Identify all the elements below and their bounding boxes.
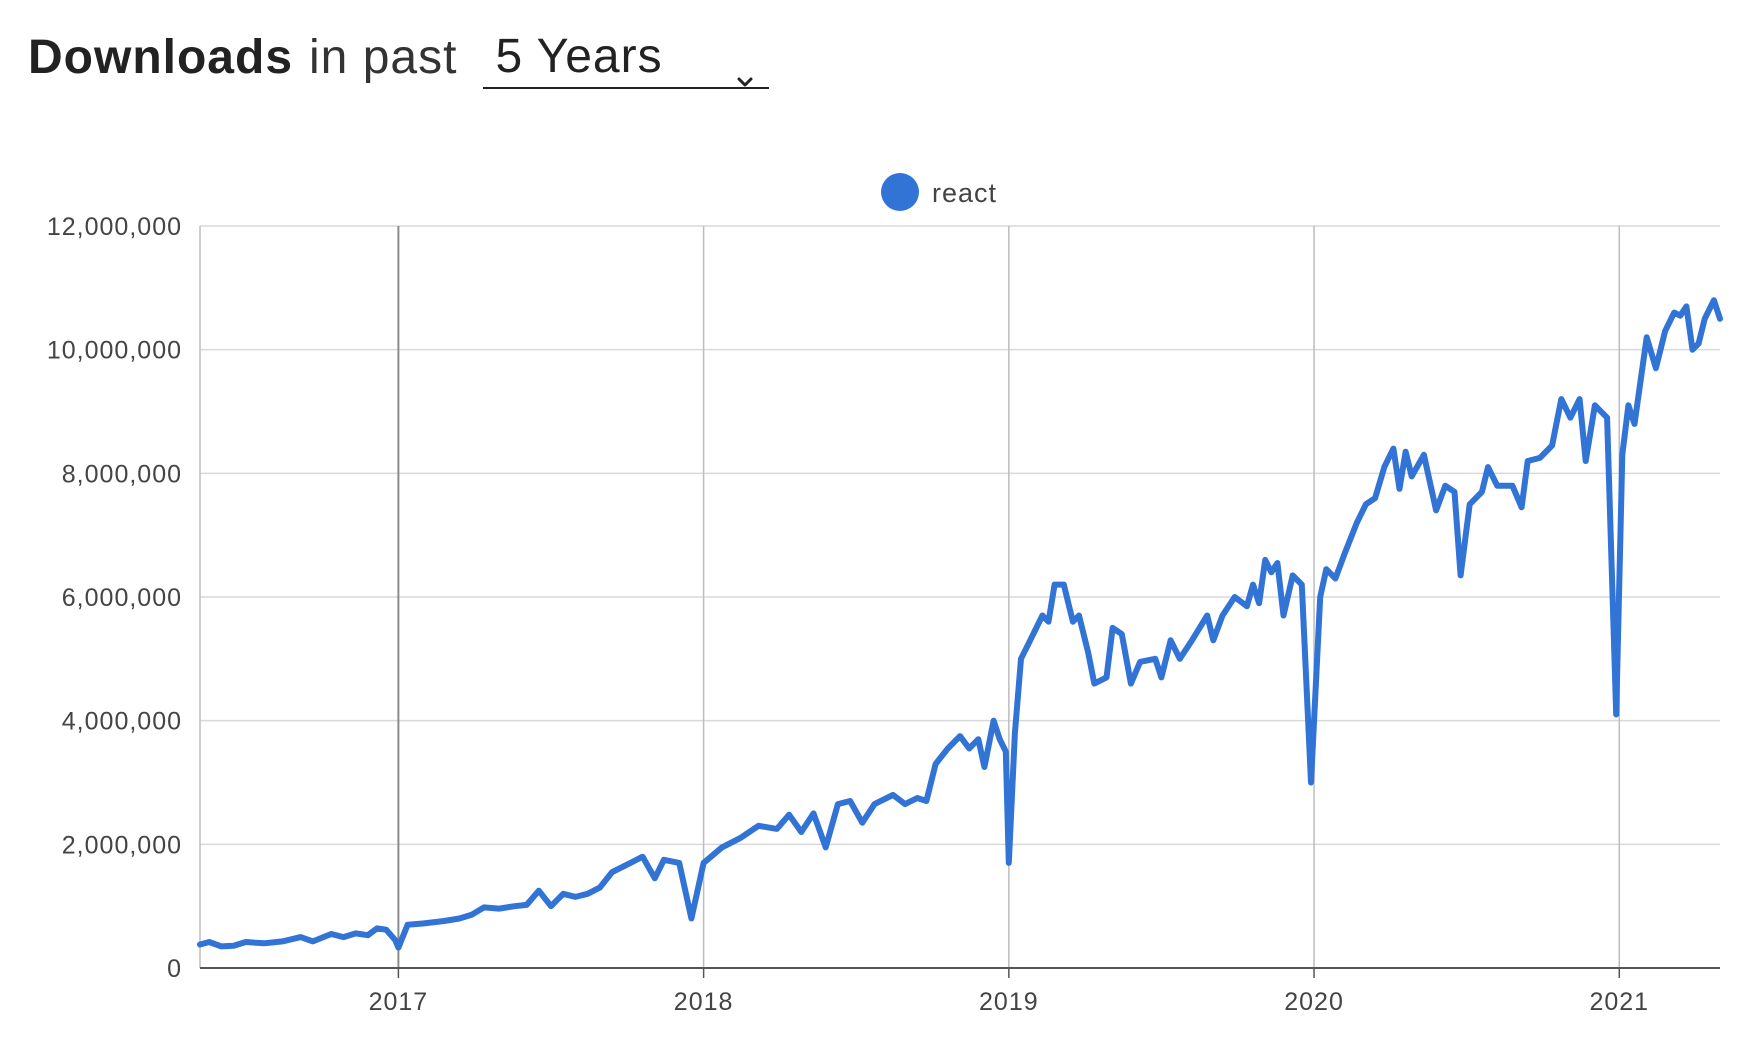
legend-label-react: react [932,178,997,208]
period-select-value: 5 Years [495,29,663,83]
x-tick-label: 2017 [369,988,429,1016]
y-tick-label: 2,000,000 [62,831,182,859]
y-tick-label: 8,000,000 [62,460,182,488]
x-tick-label: 2019 [979,988,1039,1016]
legend-marker-react [881,173,919,211]
period-prefix: in past [309,30,458,84]
period-select[interactable]: 5 Years [483,25,770,89]
page-title: Downloads [28,30,294,84]
y-tick-label: 4,000,000 [62,708,182,736]
x-tick-label: 2020 [1284,988,1344,1016]
y-tick-label: 6,000,000 [62,584,182,612]
chevron-down-icon [735,47,755,87]
page-header: Downloads in past 5 Years [28,22,770,92]
y-tick-label: 12,000,000 [47,213,182,241]
x-tick-label: 2021 [1589,988,1649,1016]
series-line-react [197,297,1723,951]
y-tick-label: 0 [167,955,182,983]
y-tick-label: 10,000,000 [47,337,182,365]
x-tick-label: 2018 [674,988,734,1016]
